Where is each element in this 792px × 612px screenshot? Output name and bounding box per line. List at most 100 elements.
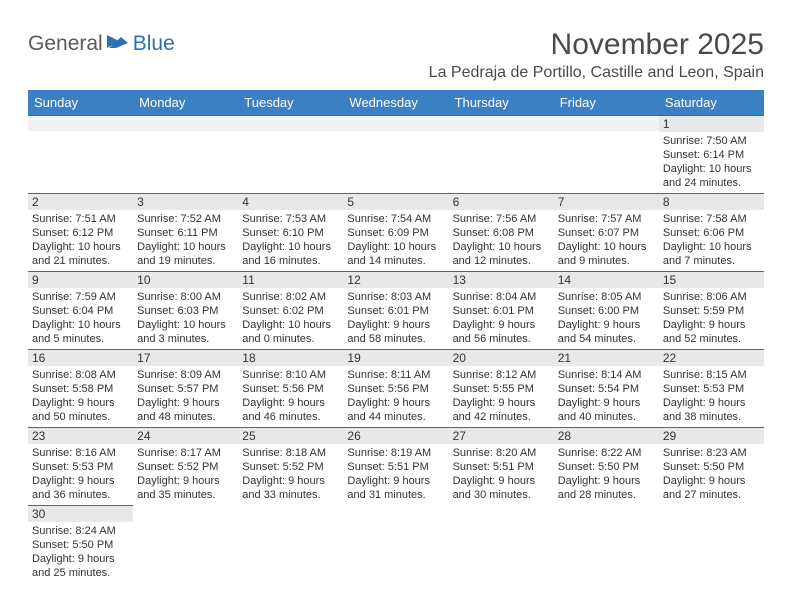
sunset-line: Sunset: 5:53 PM bbox=[663, 382, 760, 396]
day-number: 26 bbox=[343, 427, 448, 444]
sunset-line: Sunset: 5:51 PM bbox=[453, 460, 550, 474]
sunset-line: Sunset: 6:02 PM bbox=[242, 304, 339, 318]
sunrise-line: Sunrise: 8:22 AM bbox=[558, 446, 655, 460]
calendar-cell: 20Sunrise: 8:12 AMSunset: 5:55 PMDayligh… bbox=[449, 349, 554, 427]
sunrise-line: Sunrise: 8:10 AM bbox=[242, 368, 339, 382]
sunrise-line: Sunrise: 8:16 AM bbox=[32, 446, 129, 460]
day-number: 4 bbox=[238, 193, 343, 210]
sunset-line: Sunset: 6:08 PM bbox=[453, 226, 550, 240]
daylight-line: Daylight: 9 hours and 58 minutes. bbox=[347, 318, 444, 346]
empty-day-header bbox=[28, 115, 133, 131]
weekday-header-row: Sunday Monday Tuesday Wednesday Thursday… bbox=[28, 90, 764, 115]
sunrise-line: Sunrise: 8:08 AM bbox=[32, 368, 129, 382]
calendar-week-row: 9Sunrise: 7:59 AMSunset: 6:04 PMDaylight… bbox=[28, 271, 764, 349]
calendar-cell: 21Sunrise: 8:14 AMSunset: 5:54 PMDayligh… bbox=[554, 349, 659, 427]
sunset-line: Sunset: 6:04 PM bbox=[32, 304, 129, 318]
sunrise-line: Sunrise: 8:04 AM bbox=[453, 290, 550, 304]
daylight-line: Daylight: 9 hours and 36 minutes. bbox=[32, 474, 129, 502]
sunset-line: Sunset: 6:00 PM bbox=[558, 304, 655, 318]
weekday-header: Thursday bbox=[449, 90, 554, 115]
daylight-line: Daylight: 9 hours and 30 minutes. bbox=[453, 474, 550, 502]
empty-day-header bbox=[343, 115, 448, 131]
day-number: 20 bbox=[449, 349, 554, 366]
daylight-line: Daylight: 9 hours and 40 minutes. bbox=[558, 396, 655, 424]
day-details: Sunrise: 8:14 AMSunset: 5:54 PMDaylight:… bbox=[554, 366, 659, 426]
weekday-header: Friday bbox=[554, 90, 659, 115]
page-title: November 2025 bbox=[429, 28, 764, 62]
sunset-line: Sunset: 5:52 PM bbox=[242, 460, 339, 474]
day-number: 10 bbox=[133, 271, 238, 288]
calendar-cell bbox=[238, 115, 343, 193]
calendar-cell: 24Sunrise: 8:17 AMSunset: 5:52 PMDayligh… bbox=[133, 427, 238, 505]
sunset-line: Sunset: 6:11 PM bbox=[137, 226, 234, 240]
sunrise-line: Sunrise: 8:20 AM bbox=[453, 446, 550, 460]
day-details: Sunrise: 8:04 AMSunset: 6:01 PMDaylight:… bbox=[449, 288, 554, 348]
day-number: 18 bbox=[238, 349, 343, 366]
sunset-line: Sunset: 5:57 PM bbox=[137, 382, 234, 396]
sunset-line: Sunset: 5:50 PM bbox=[558, 460, 655, 474]
logo-text-blue: Blue bbox=[133, 32, 175, 56]
day-number: 14 bbox=[554, 271, 659, 288]
sunrise-line: Sunrise: 8:05 AM bbox=[558, 290, 655, 304]
day-details: Sunrise: 8:03 AMSunset: 6:01 PMDaylight:… bbox=[343, 288, 448, 348]
day-details: Sunrise: 8:18 AMSunset: 5:52 PMDaylight:… bbox=[238, 444, 343, 504]
weekday-header: Saturday bbox=[659, 90, 764, 115]
calendar-week-row: 30Sunrise: 8:24 AMSunset: 5:50 PMDayligh… bbox=[28, 505, 764, 583]
day-details: Sunrise: 8:02 AMSunset: 6:02 PMDaylight:… bbox=[238, 288, 343, 348]
sunset-line: Sunset: 5:52 PM bbox=[137, 460, 234, 474]
day-number: 17 bbox=[133, 349, 238, 366]
sunset-line: Sunset: 6:01 PM bbox=[347, 304, 444, 318]
day-details: Sunrise: 7:59 AMSunset: 6:04 PMDaylight:… bbox=[28, 288, 133, 348]
daylight-line: Daylight: 9 hours and 27 minutes. bbox=[663, 474, 760, 502]
sunset-line: Sunset: 6:03 PM bbox=[137, 304, 234, 318]
title-block: November 2025 La Pedraja de Portillo, Ca… bbox=[429, 28, 764, 82]
calendar-week-row: 16Sunrise: 8:08 AMSunset: 5:58 PMDayligh… bbox=[28, 349, 764, 427]
sunset-line: Sunset: 5:50 PM bbox=[32, 538, 129, 552]
sunrise-line: Sunrise: 7:57 AM bbox=[558, 212, 655, 226]
calendar-cell bbox=[659, 505, 764, 583]
calendar-cell: 12Sunrise: 8:03 AMSunset: 6:01 PMDayligh… bbox=[343, 271, 448, 349]
day-number: 29 bbox=[659, 427, 764, 444]
day-details: Sunrise: 7:53 AMSunset: 6:10 PMDaylight:… bbox=[238, 210, 343, 270]
day-number: 25 bbox=[238, 427, 343, 444]
day-number: 9 bbox=[28, 271, 133, 288]
daylight-line: Daylight: 10 hours and 19 minutes. bbox=[137, 240, 234, 268]
sunset-line: Sunset: 5:55 PM bbox=[453, 382, 550, 396]
day-details: Sunrise: 8:12 AMSunset: 5:55 PMDaylight:… bbox=[449, 366, 554, 426]
day-number: 12 bbox=[343, 271, 448, 288]
daylight-line: Daylight: 9 hours and 35 minutes. bbox=[137, 474, 234, 502]
day-number: 21 bbox=[554, 349, 659, 366]
sunrise-line: Sunrise: 8:18 AM bbox=[242, 446, 339, 460]
sunrise-line: Sunrise: 7:59 AM bbox=[32, 290, 129, 304]
daylight-line: Daylight: 9 hours and 25 minutes. bbox=[32, 552, 129, 580]
day-details: Sunrise: 8:06 AMSunset: 5:59 PMDaylight:… bbox=[659, 288, 764, 348]
daylight-line: Daylight: 10 hours and 14 minutes. bbox=[347, 240, 444, 268]
day-number: 30 bbox=[28, 505, 133, 522]
calendar-cell: 13Sunrise: 8:04 AMSunset: 6:01 PMDayligh… bbox=[449, 271, 554, 349]
sunrise-line: Sunrise: 8:14 AM bbox=[558, 368, 655, 382]
day-details: Sunrise: 8:00 AMSunset: 6:03 PMDaylight:… bbox=[133, 288, 238, 348]
daylight-line: Daylight: 9 hours and 28 minutes. bbox=[558, 474, 655, 502]
day-details: Sunrise: 7:57 AMSunset: 6:07 PMDaylight:… bbox=[554, 210, 659, 270]
sunrise-line: Sunrise: 8:17 AM bbox=[137, 446, 234, 460]
day-details: Sunrise: 8:05 AMSunset: 6:00 PMDaylight:… bbox=[554, 288, 659, 348]
sunset-line: Sunset: 5:54 PM bbox=[558, 382, 655, 396]
calendar-cell: 17Sunrise: 8:09 AMSunset: 5:57 PMDayligh… bbox=[133, 349, 238, 427]
daylight-line: Daylight: 9 hours and 46 minutes. bbox=[242, 396, 339, 424]
calendar-cell: 16Sunrise: 8:08 AMSunset: 5:58 PMDayligh… bbox=[28, 349, 133, 427]
sunset-line: Sunset: 6:06 PM bbox=[663, 226, 760, 240]
calendar-cell: 6Sunrise: 7:56 AMSunset: 6:08 PMDaylight… bbox=[449, 193, 554, 271]
header: General Blue November 2025 La Pedraja de… bbox=[28, 28, 764, 82]
calendar-cell: 4Sunrise: 7:53 AMSunset: 6:10 PMDaylight… bbox=[238, 193, 343, 271]
day-number: 7 bbox=[554, 193, 659, 210]
flag-icon bbox=[106, 33, 130, 56]
sunset-line: Sunset: 5:56 PM bbox=[347, 382, 444, 396]
sunset-line: Sunset: 5:59 PM bbox=[663, 304, 760, 318]
day-number: 22 bbox=[659, 349, 764, 366]
sunrise-line: Sunrise: 7:56 AM bbox=[453, 212, 550, 226]
day-details: Sunrise: 8:15 AMSunset: 5:53 PMDaylight:… bbox=[659, 366, 764, 426]
daylight-line: Daylight: 10 hours and 12 minutes. bbox=[453, 240, 550, 268]
calendar-cell: 8Sunrise: 7:58 AMSunset: 6:06 PMDaylight… bbox=[659, 193, 764, 271]
calendar-cell: 23Sunrise: 8:16 AMSunset: 5:53 PMDayligh… bbox=[28, 427, 133, 505]
calendar-week-row: 1Sunrise: 7:50 AMSunset: 6:14 PMDaylight… bbox=[28, 115, 764, 193]
